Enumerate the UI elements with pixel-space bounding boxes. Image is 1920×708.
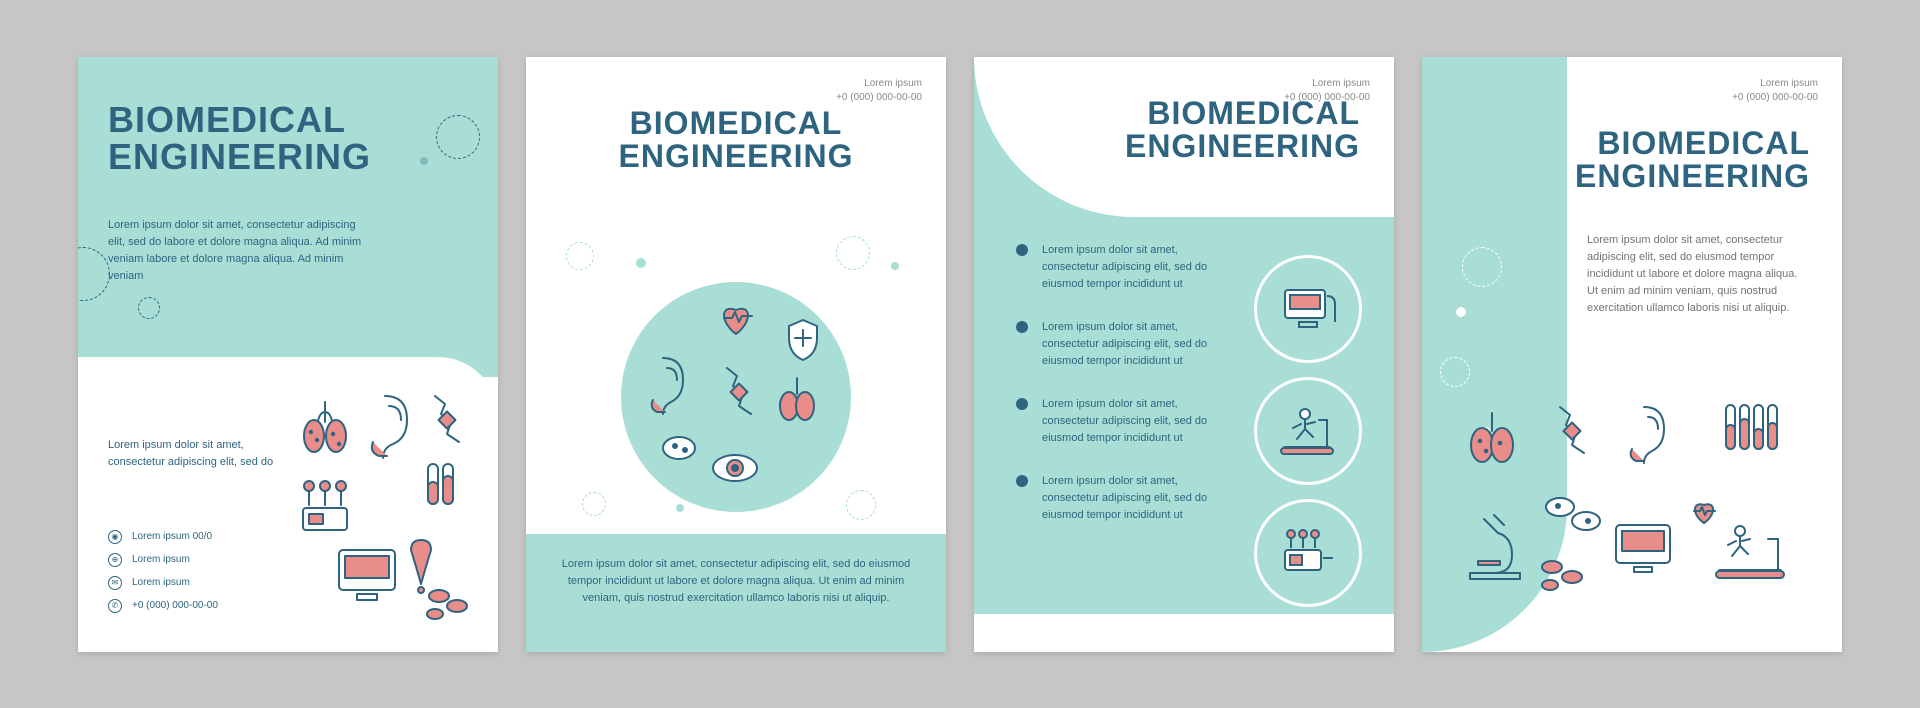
mail-icon: ✉ [108, 576, 122, 590]
decor-circle [1440, 357, 1470, 387]
decor-circle [846, 490, 876, 520]
contact-name: Lorem ipsum [1284, 77, 1370, 91]
card1-title: BIOMEDICALENGINEERING [108, 101, 478, 177]
pin-icon: ◉ [108, 530, 122, 544]
contact-row-mail: ✉ Lorem ipsum [108, 576, 298, 590]
decor-circle [836, 236, 870, 270]
card2-footer: Lorem ipsum dolor sit amet, consectetur … [526, 534, 946, 652]
contact-phone: +0 (000) 000-00-00 [1732, 91, 1818, 105]
card1-contact-list: ◉ Lorem ipsum 00/0 ⊕ Lorem ipsum ✉ Lorem ip… [108, 521, 298, 622]
brochure-card-1: BIOMEDICALENGINEERING Lorem ipsum dolor … [78, 57, 498, 652]
bullet-text: Lorem ipsum dolor sit amet, consectetur … [1042, 319, 1234, 370]
contact-text: Lorem ipsum [132, 577, 190, 588]
bullet-item: Lorem ipsum dolor sit amet, consectetur … [1016, 396, 1234, 447]
bullet-text: Lorem ipsum dolor sit amet, consectetur … [1042, 396, 1234, 447]
card4-paragraph: Lorem ipsum dolor sit amet, consectetur … [1587, 232, 1810, 317]
contact-row-web: ⊕ Lorem ipsum [108, 553, 298, 567]
card3-side-icon-monitor [1254, 255, 1362, 363]
decor-dot [636, 258, 646, 268]
bullet-text: Lorem ipsum dolor sit amet, consectetur … [1042, 242, 1234, 293]
globe-icon: ⊕ [108, 553, 122, 567]
decor-dot [1456, 307, 1466, 317]
phone-icon: ✆ [108, 599, 122, 613]
bullet-dot [1016, 475, 1028, 487]
card4-contact: Lorem ipsum +0 (000) 000-00-00 [1732, 77, 1818, 105]
contact-name: Lorem ipsum [836, 77, 922, 91]
decor-dot [891, 262, 899, 270]
brochure-card-3: Lorem ipsum +0 (000) 000-00-00 BIOMEDICA… [974, 57, 1394, 652]
contact-name: Lorem ipsum [1732, 77, 1818, 91]
contact-row-phone: ✆ +0 (000) 000-00-00 [108, 599, 298, 613]
card3-title: BIOMEDICALENGINEERING [1125, 97, 1360, 164]
decor-circle [138, 297, 160, 319]
contact-text: +0 (000) 000-00-00 [132, 600, 218, 611]
card2-contact: Lorem ipsum +0 (000) 000-00-00 [836, 77, 922, 105]
card1-paragraph-2: Lorem ipsum dolor sit amet, consectetur … [108, 437, 278, 471]
contact-row-address: ◉ Lorem ipsum 00/0 [108, 530, 298, 544]
brochure-card-2: Lorem ipsum +0 (000) 000-00-00 BIOMEDICA… [526, 57, 946, 652]
contact-text: Lorem ipsum 00/0 [132, 531, 212, 542]
contact-phone: +0 (000) 000-00-00 [836, 91, 922, 105]
card3-bullet-list: Lorem ipsum dolor sit amet, consectetur … [1016, 242, 1234, 551]
contact-text: Lorem ipsum [132, 554, 190, 565]
decor-circle [566, 242, 594, 270]
card3-side-icon-treadmill [1254, 377, 1362, 485]
card4-illustration [1452, 401, 1812, 626]
card1-paragraph: Lorem ipsum dolor sit amet, consectetur … [108, 217, 368, 285]
card3-side-icon-device [1254, 499, 1362, 607]
card2-footer-text: Lorem ipsum dolor sit amet, consectetur … [558, 556, 914, 607]
card1-illustration [295, 390, 480, 630]
card2-title: BIOMEDICALENGINEERING [566, 107, 906, 174]
bullet-dot [1016, 398, 1028, 410]
bullet-item: Lorem ipsum dolor sit amet, consectetur … [1016, 473, 1234, 524]
bullet-dot [1016, 321, 1028, 333]
decor-circle [582, 492, 606, 516]
bullet-item: Lorem ipsum dolor sit amet, consectetur … [1016, 319, 1234, 370]
card3-footer-strip [974, 614, 1394, 652]
bullet-text: Lorem ipsum dolor sit amet, consectetur … [1042, 473, 1234, 524]
bullet-dot [1016, 244, 1028, 256]
card2-icon-circle [621, 282, 851, 512]
card2-header: BIOMEDICALENGINEERING [566, 107, 906, 174]
decor-dots-row [526, 484, 946, 534]
decor-circle [1462, 247, 1502, 287]
card4-title: BIOMEDICALENGINEERING [1575, 127, 1810, 194]
bullet-item: Lorem ipsum dolor sit amet, consectetur … [1016, 242, 1234, 293]
brochure-card-4: Lorem ipsum +0 (000) 000-00-00 BIOMEDICA… [1422, 57, 1842, 652]
decor-dot [676, 504, 684, 512]
